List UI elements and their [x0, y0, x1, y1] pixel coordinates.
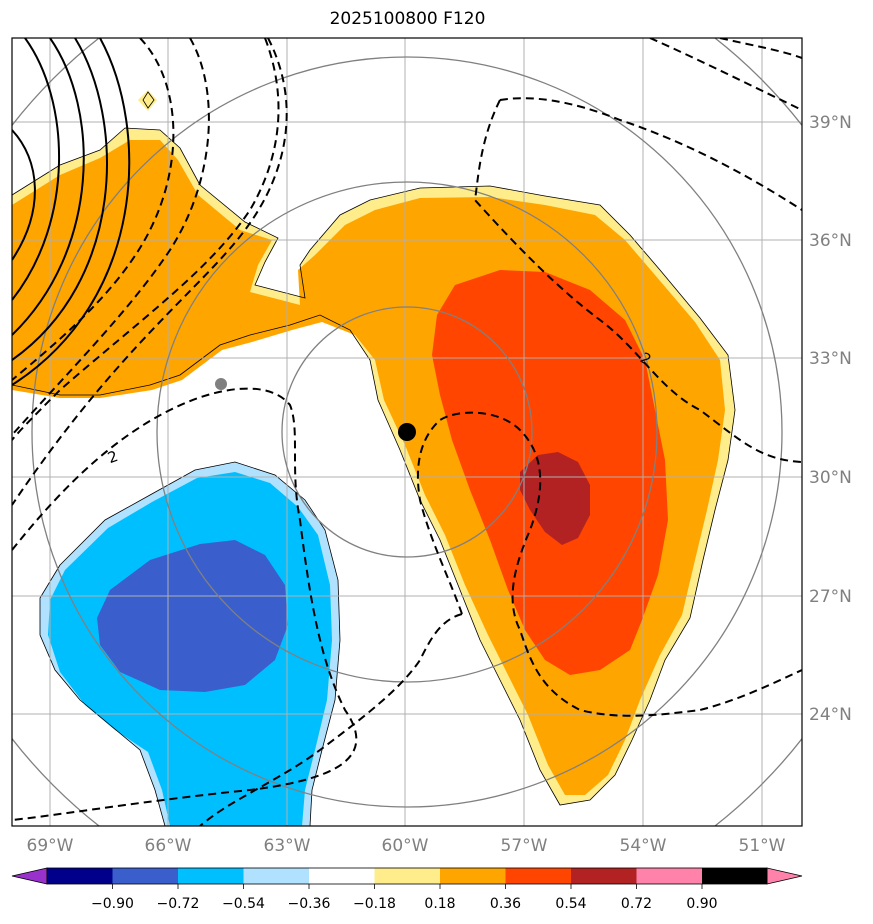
colorbar-ticks: [112, 884, 703, 889]
colorbar-tick-label: −0.72: [157, 896, 200, 912]
colorbar-tick-label: −0.36: [288, 896, 331, 912]
colorbar-segment: [178, 868, 244, 884]
colorbar-segment: [243, 868, 309, 884]
colorbar-tick-label: 0.18: [424, 896, 455, 912]
colorbar-segment: [440, 868, 506, 884]
colorbar-segment: [571, 868, 637, 884]
lat-label: 33°N: [809, 349, 852, 369]
storm-center-marker: [398, 423, 416, 441]
lon-label: 54°W: [620, 836, 667, 856]
colorbar-segment: [374, 868, 440, 884]
colorbar-tick-label: 0.54: [555, 896, 586, 912]
colorbar-segment: [702, 868, 767, 884]
colorbar-segment: [47, 868, 113, 884]
colorbar-segment: [309, 868, 375, 884]
negative-anomaly-fill: [40, 462, 340, 826]
lon-label: 51°W: [739, 836, 786, 856]
colorbar-tick-label: −0.54: [222, 896, 265, 912]
colorbar-segment: [636, 868, 702, 884]
lon-label: 60°W: [382, 836, 429, 856]
lon-label: 57°W: [501, 836, 548, 856]
lon-label: 69°W: [27, 836, 74, 856]
map-title: 2025100800 F120: [329, 9, 486, 29]
dashed-contours: [12, 38, 802, 826]
lat-label: 24°N: [809, 705, 852, 725]
colorbar-tick-label: 0.90: [686, 896, 717, 912]
colorbar-tick-label: 0.36: [490, 896, 521, 912]
lat-label: 27°N: [809, 587, 852, 607]
secondary-center-marker: [215, 378, 227, 390]
colorbar-frame: [46, 867, 768, 885]
colorbar-tick-label: −0.90: [91, 896, 134, 912]
colorbar-segment: [112, 868, 178, 884]
lat-label: 39°N: [809, 113, 852, 133]
colorbar: −0.90 −0.72 −0.54 −0.36 −0.18 0.18 0.36 …: [11, 867, 803, 912]
anomaly-outline: [12, 91, 736, 826]
lat-label: 30°N: [809, 468, 852, 488]
colorbar-extend-low: [11, 867, 48, 885]
longitude-labels: 69°W 66°W 63°W 60°W 57°W 54°W 51°W: [27, 836, 786, 856]
map-frame: [11, 37, 803, 827]
gridlines: [12, 38, 802, 826]
lon-label: 66°W: [145, 836, 192, 856]
lon-label: 63°W: [264, 836, 311, 856]
colorbar-extend-high: [766, 867, 803, 885]
contour-label: 2: [105, 447, 120, 467]
colorbar-tick-label: 0.72: [621, 896, 652, 912]
colorbar-tick-label: −0.18: [353, 896, 396, 912]
lat-label: 36°N: [809, 231, 852, 251]
latitude-labels: 39°N 36°N 33°N 30°N 27°N 24°N: [809, 113, 852, 725]
solid-contours: [12, 38, 131, 386]
colorbar-segment: [505, 868, 571, 884]
positive-anomaly-fill: [12, 90, 735, 805]
